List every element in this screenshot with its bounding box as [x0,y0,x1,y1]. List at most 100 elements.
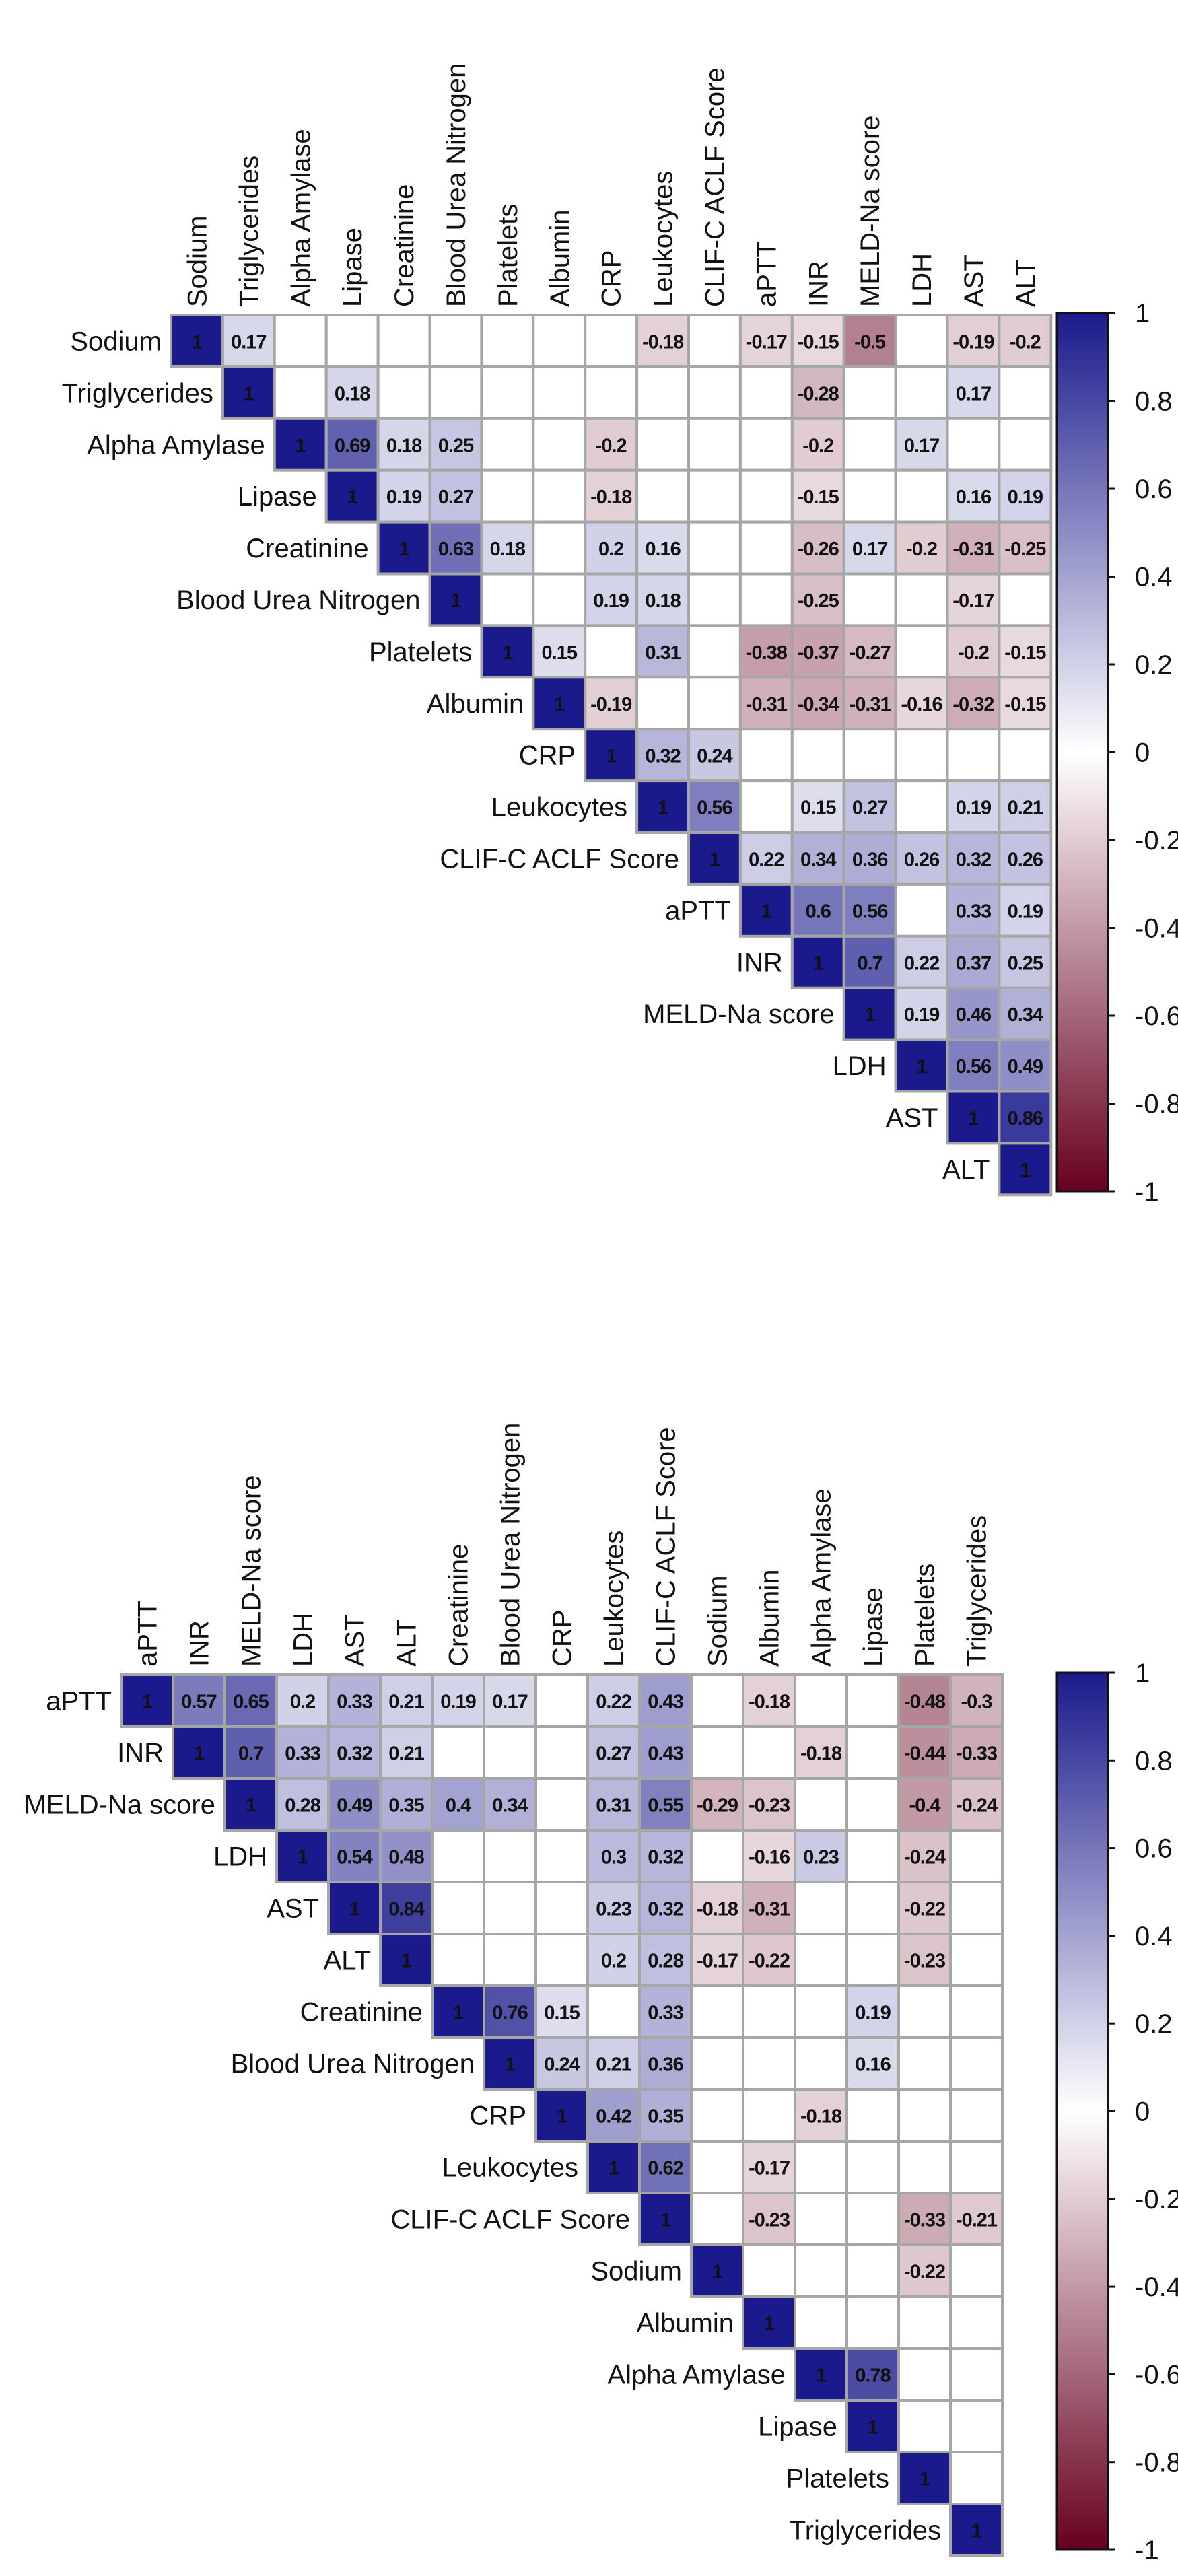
colorbar-tick-label: 1 [1135,299,1150,328]
cell-value-lipase-lipase: 1 [868,2417,878,2439]
heatmap-cell-sodium-blood-urea-nitrogen [428,314,483,368]
column-label-aptt: aPTT [133,1601,163,1667]
heatmap-cell-sodium-platelets [897,2243,952,2298]
colorbar-tick-label: 1 [1135,1659,1150,1688]
colorbar-tick-label: 0.6 [1135,475,1173,504]
heatmap-cell-lipase-clif-c-aclf-score [687,468,742,524]
colorbar-tick-label: 0.2 [1135,650,1173,680]
heatmap-cell-inr-creatinine [431,1725,485,1780]
heatmap-cell-sodium-crp [584,314,639,368]
heatmap-cell-leukocytes-alpha-amylase [794,2140,848,2194]
cell-value-leukocytes-albumin: -0.17 [749,2158,790,2180]
heatmap-cell-albumin-ldh [894,676,949,731]
cell-value-clif-c-aclf-score-alt: 0.26 [1008,849,1043,870]
cell-value-ldh-clif-c-aclf-score: 0.32 [648,1847,683,1869]
column-label-clif-c-aclf-score: CLIF-C ACLF Score [652,1427,681,1667]
cell-value-aptt-leukocytes: 0.22 [596,1692,631,1713]
heatmap-cell-sodium-alt [998,314,1053,368]
column-label-triglycerides: Triglycerides [234,155,264,307]
cell-value-clif-c-aclf-score-clif-c-aclf-score: 1 [660,2210,671,2231]
heatmap-cell-blood-urea-nitrogen-crp [534,2036,589,2091]
heatmap-cell-crp-meld-na-score [842,728,897,783]
correlation-matrix-top: 1 0.17 -0.18 -0.17 -0.15 -0.5 -0.19 -0.2 1 0.18 -0… [62,63,1178,1207]
cell-value-leukocytes-ast: 0.19 [956,798,992,819]
heatmap-cell-ldh-ast [946,1038,1001,1093]
cell-value-alt-sodium: -0.17 [697,1951,738,1972]
cell-value-sodium-ast: -0.19 [952,331,994,353]
heatmap-cell-crp-lipase [845,2088,900,2143]
heatmap-cell-crp-aptt [738,728,794,783]
cell-value-triglycerides-triglycerides: 1 [244,383,254,405]
heatmap-cell-blood-urea-nitrogen-alt [998,572,1053,627]
column-label-creatinine: Creatinine [390,184,419,307]
heatmap-cell-alt-creatinine [431,1933,485,1987]
heatmap-cell-alpha-amylase-platelets [480,417,535,472]
cell-value-meld-na-score-creatinine: 0.4 [446,1795,471,1817]
colorbar-tick-label: -0.2 [1135,2185,1178,2215]
row-label-ast: AST [267,1894,319,1924]
heatmap-cell-ldh-lipase [845,1829,900,1883]
row-label-inr: INR [117,1739,164,1768]
heatmap-cell-aptt-ast [946,882,1001,938]
heatmap-cell-blood-urea-nitrogen-blood-urea-nitrogen [483,2036,537,2091]
heatmap-cell-inr-ast [946,934,1001,989]
heatmap-cell-ldh-alt [379,1829,434,1883]
cell-value-alt-clif-c-aclf-score: 0.28 [648,1951,683,1972]
heatmap-cell-triglycerides-crp [584,365,639,420]
heatmap-cell-meld-na-score-alt [998,986,1053,1041]
heatmap-cell-platelets-crp [584,624,639,679]
cell-value-albumin-ldh: -0.16 [901,694,942,716]
cell-value-platelets-leukocytes: 0.31 [645,642,681,664]
cell-value-aptt-albumin: -0.18 [749,1692,790,1713]
cell-value-inr-clif-c-aclf-score: 0.43 [648,1743,683,1765]
heatmap-cell-triglycerides-albumin [532,365,587,420]
row-label-triglycerides: Triglycerides [62,378,213,408]
cell-value-platelets-albumin: 0.15 [542,642,578,664]
heatmap-cell-leukocytes-platelets [897,2140,952,2194]
colorbar-tick-label: -0.4 [1135,914,1178,944]
row-label-lipase: Lipase [238,482,317,512]
cell-value-inr-triglycerides: -0.33 [956,1743,998,1765]
cell-value-platelets-alt: -0.15 [1004,642,1046,664]
column-label-triglycerides: Triglycerides [963,1515,992,1667]
cell-value-blood-urea-nitrogen-crp: 0.19 [593,590,629,612]
heatmap-cell-leukocytes-alt [998,779,1053,834]
heatmap-cell-platelets-inr [790,624,845,679]
cell-value-aptt-inr: 0.6 [806,901,831,922]
heatmap-cell-sodium-sodium [170,314,224,368]
heatmap-cell-inr-albumin [742,1725,796,1780]
row-label-leukocytes: Leukocytes [491,793,627,823]
cell-value-lipase-inr: -0.15 [798,487,839,508]
heatmap-cell-alpha-amylase-crp [584,417,639,472]
cell-value-crp-leukocytes: 0.42 [596,2106,631,2128]
cell-value-ast-platelets: -0.22 [904,1899,945,1920]
heatmap-cell-sodium-ldh [894,314,949,368]
cell-value-crp-leukocytes: 0.32 [645,746,680,767]
cell-value-platelets-meld-na-score: -0.27 [850,642,891,664]
heatmap-cell-albumin-meld-na-score [842,676,897,731]
heatmap-cell-meld-na-score-crp [534,1777,589,1832]
heatmap-cell-triglycerides-clif-c-aclf-score [687,365,742,420]
heatmap-cell-leukocytes-ldh [894,779,949,834]
cell-value-alpha-amylase-creatinine: 0.18 [386,435,422,456]
heatmap-cell-albumin-lipase [845,2295,900,2350]
heatmap-cell-lipase-aptt [738,468,794,524]
row-label-crp: CRP [519,741,576,771]
heatmap-cell-lipase-leukocytes [635,468,690,524]
cell-value-ldh-ast: 0.56 [956,1056,992,1078]
cell-value-meld-na-score-leukocytes: 0.31 [596,1795,631,1817]
heatmap-cell-ast-clif-c-aclf-score [638,1881,693,1935]
heatmap-cell-lipase-lipase [845,2399,900,2453]
heatmap-cell-ldh-blood-urea-nitrogen [483,1829,537,1883]
heatmap-cell-lipase-crp [584,468,639,524]
cell-value-creatinine-blood-urea-nitrogen: 0.76 [492,2003,528,2024]
cell-value-crp-clif-c-aclf-score: 0.24 [697,746,732,767]
cell-value-creatinine-ast: -0.31 [952,538,994,560]
column-label-sodium: Sodium [703,1575,733,1667]
heatmap-cell-blood-urea-nitrogen-alpha-amylase [794,2036,848,2091]
heatmap-cell-triglycerides-meld-na-score [842,365,897,420]
heatmap-cell-sodium-triglycerides [949,2243,1004,2298]
heatmap-cell-creatinine-leukocytes [586,1984,641,2039]
column-label-albumin: Albumin [545,209,575,307]
heatmap-cell-inr-crp [534,1725,589,1780]
